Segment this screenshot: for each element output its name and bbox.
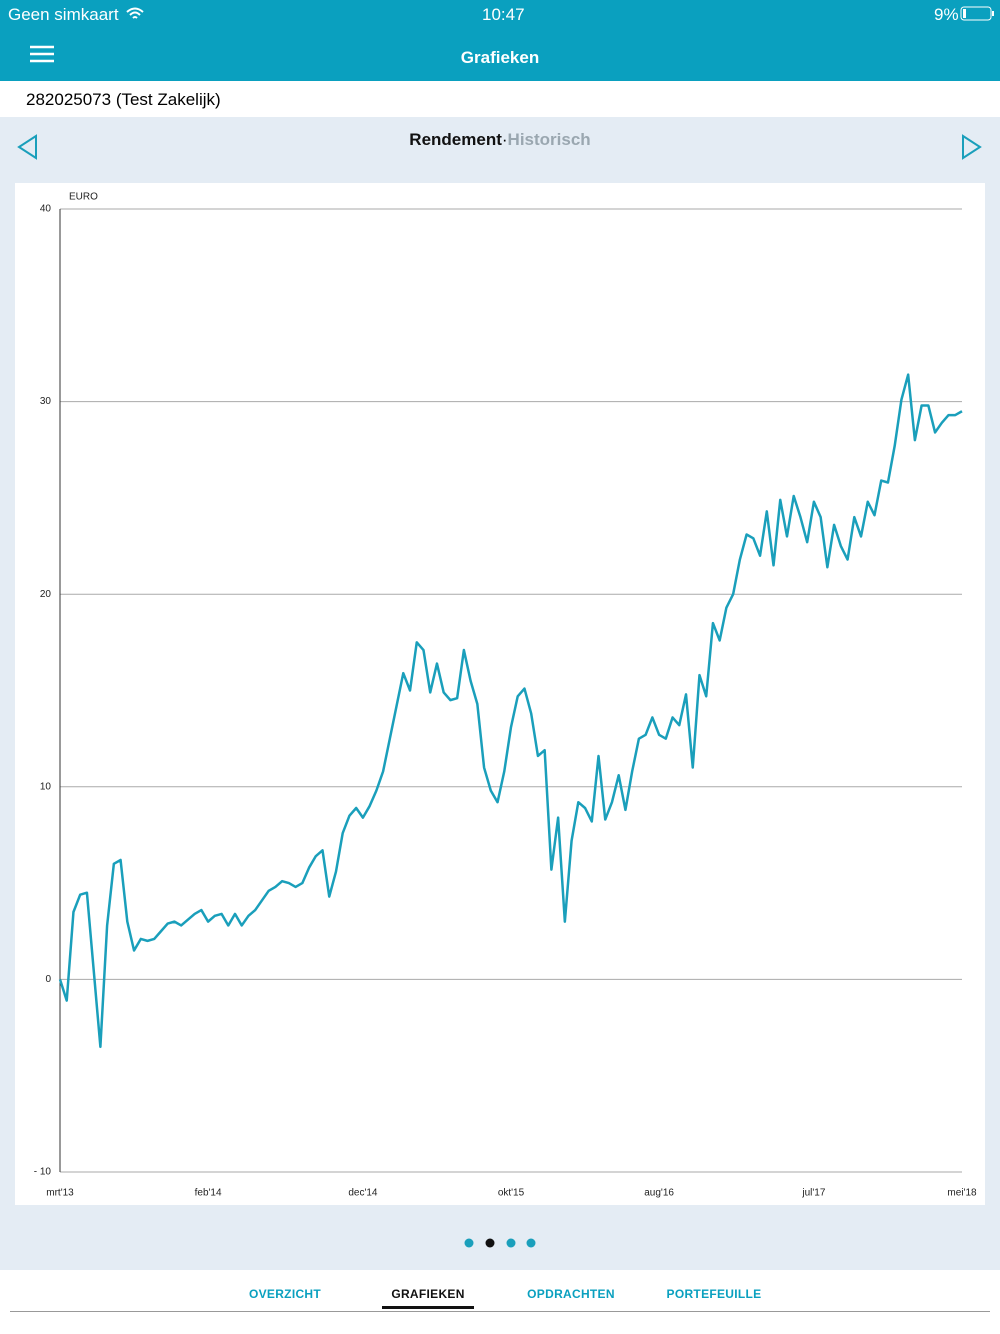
page-dots	[464, 1238, 536, 1248]
data-line	[58, 373, 963, 1049]
tab-divider	[10, 1311, 990, 1312]
y-tick-label: 20	[40, 589, 52, 600]
carrier: Geen simkaart	[8, 5, 119, 24]
y-tick-label: 30	[40, 396, 52, 407]
menu-button[interactable]	[30, 45, 54, 63]
tab[interactable]: OPDRACHTEN	[527, 1287, 615, 1301]
x-tick-label: dec'14	[348, 1188, 378, 1199]
account-name: 282025073 (Test Zakelijk)	[26, 90, 221, 109]
battery-icon	[960, 6, 994, 21]
x-tick-label: jul'17	[801, 1188, 825, 1199]
wifi-icon	[126, 7, 144, 19]
tab-bar: OVERZICHT GRAFIEKEN OPDRACHTEN PORTEFEUI…	[0, 1270, 1000, 1334]
chart: EURO - 10 0 10 20 30 40 mrt'13 feb'14 dec'14 okt'…	[34, 192, 977, 1199]
x-tick-label: aug'16	[644, 1188, 674, 1199]
prev-button[interactable]	[16, 134, 40, 160]
x-tick-label: mei'18	[947, 1188, 977, 1199]
x-tick-label: mrt'13	[46, 1188, 74, 1199]
clock: 10:47	[482, 5, 525, 24]
battery-level: 9%	[934, 5, 959, 24]
x-tick-label: okt'15	[498, 1188, 525, 1199]
y-tick-label: 0	[45, 974, 51, 985]
chart-card: EURO - 10 0 10 20 30 40 mrt'13 feb'14 dec'14 okt'…	[15, 183, 985, 1205]
tab[interactable]: OVERZICHT	[248, 1287, 322, 1301]
chart-nav: Rendement·Historisch	[0, 130, 1000, 150]
y-tick-label: - 10	[34, 1167, 52, 1178]
account-row: 282025073 (Test Zakelijk)	[0, 81, 1000, 117]
x-tick-label: feb'14	[195, 1188, 222, 1199]
separator: ·	[501, 130, 508, 149]
chart-name: Rendement	[409, 130, 502, 149]
y-axis-label: EURO	[69, 192, 98, 203]
tab[interactable]: PORTEFEUILLE	[666, 1287, 762, 1301]
tab-active[interactable]: GRAFIEKEN	[391, 1287, 465, 1301]
header-title: Grafieken	[460, 48, 540, 67]
y-tick-label: 10	[40, 781, 52, 792]
next-button[interactable]	[960, 134, 984, 160]
tab-underline	[382, 1306, 474, 1309]
top-bar: Geen simkaart 10:47 9% Grafieken	[0, 0, 1000, 81]
y-tick-label: 40	[40, 204, 52, 215]
chart-alt[interactable]: Historisch	[507, 130, 591, 149]
